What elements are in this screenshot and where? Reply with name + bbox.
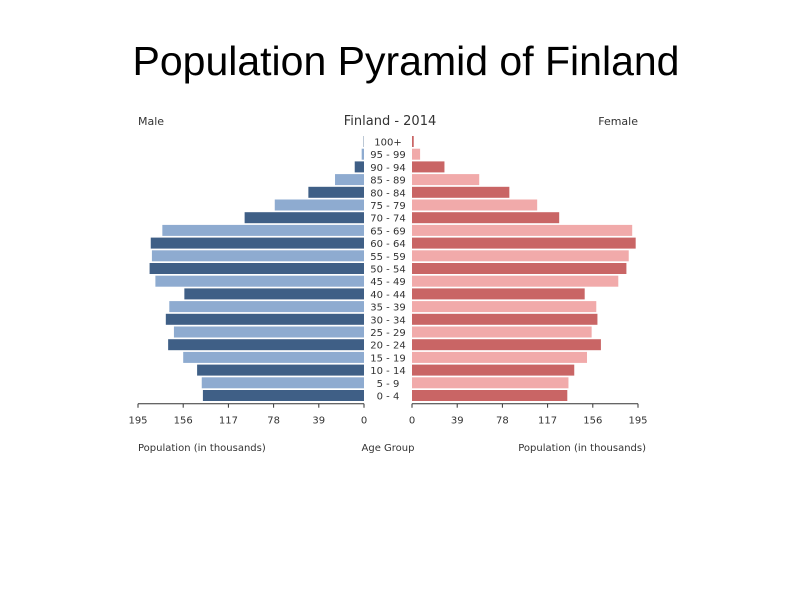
age-group-label: 65 - 69 [370, 226, 405, 237]
female-bar [412, 199, 538, 211]
age-group-label: 75 - 79 [370, 201, 405, 212]
female-bar [412, 224, 633, 236]
age-group-label: 35 - 39 [370, 303, 405, 314]
female-bar [412, 377, 569, 389]
age-group-label: 90 - 94 [370, 163, 405, 174]
male-bar [173, 326, 364, 338]
age-group-label: 70 - 74 [370, 214, 405, 225]
center-axis-label: Age Group [362, 443, 415, 454]
age-group-label: 100+ [374, 138, 401, 149]
female-tick-label: 39 [451, 416, 464, 427]
male-bar [183, 351, 364, 363]
male-bar [169, 301, 364, 313]
age-group-label: 55 - 59 [370, 252, 405, 263]
male-bar [155, 275, 364, 287]
male-tick-label: 78 [267, 416, 280, 427]
female-tick-label: 156 [583, 416, 602, 427]
male-tick-label: 39 [312, 416, 325, 427]
male-bar [201, 377, 364, 389]
female-bar [412, 288, 585, 300]
female-bar [412, 148, 421, 160]
female-bar [412, 174, 480, 186]
male-bars [149, 136, 364, 401]
female-bar [412, 390, 568, 401]
age-group-label: 0 - 4 [377, 392, 400, 403]
age-group-label: 40 - 44 [370, 290, 405, 301]
chart-title: Finland - 2014 [344, 114, 437, 129]
male-bar [335, 174, 364, 186]
male-bar [168, 339, 364, 351]
female-label: Female [598, 115, 638, 128]
male-axis-ticks: 195 156 117 78 39 0 [128, 403, 367, 427]
female-bar [412, 212, 560, 224]
age-group-label: 15 - 19 [370, 353, 405, 364]
female-bars [412, 136, 636, 401]
age-group-label: 25 - 29 [370, 328, 405, 339]
male-bar [151, 250, 364, 262]
age-group-label: 30 - 34 [370, 315, 405, 326]
male-tick-label: 156 [174, 416, 193, 427]
male-label: Male [138, 115, 164, 128]
female-axis-ticks: 0 39 78 117 156 195 [409, 403, 648, 427]
female-bar [412, 313, 598, 325]
male-bar [274, 199, 364, 211]
age-group-label: 10 - 14 [370, 366, 405, 377]
female-bar [412, 250, 629, 262]
age-group-label: 50 - 54 [370, 265, 405, 276]
age-group-label: 85 - 89 [370, 176, 405, 187]
male-bar [150, 237, 364, 249]
male-bar [184, 288, 364, 300]
male-bar [162, 224, 364, 236]
female-bar [412, 186, 510, 198]
slide-title: Population Pyramid of Finland [132, 38, 680, 84]
male-tick-label: 195 [128, 416, 147, 427]
female-x-axis-label: Population (in thousands) [518, 443, 646, 454]
male-tick-label: 117 [219, 416, 238, 427]
female-bar [412, 136, 414, 147]
female-bar [412, 339, 601, 351]
female-tick-label: 117 [538, 416, 557, 427]
female-bar [412, 275, 619, 287]
age-group-label: 5 - 9 [377, 379, 400, 390]
male-bar [202, 390, 364, 401]
age-group-label: 20 - 24 [370, 341, 405, 352]
age-group-label: 80 - 84 [370, 188, 405, 199]
male-bar [244, 212, 364, 224]
age-group-label: 95 - 99 [370, 150, 405, 161]
female-bar [412, 301, 597, 313]
female-bar [412, 161, 445, 173]
female-bar [412, 364, 575, 376]
female-bar [412, 326, 592, 338]
female-tick-label: 0 [409, 416, 415, 427]
male-bar [308, 186, 364, 198]
male-bar [361, 148, 364, 160]
male-bar [149, 263, 364, 274]
female-tick-label: 195 [628, 416, 647, 427]
age-group-label: 60 - 64 [370, 239, 405, 250]
male-bar [165, 313, 364, 325]
age-group-label: 45 - 49 [370, 277, 405, 288]
female-tick-label: 78 [496, 416, 509, 427]
male-bar [197, 364, 364, 376]
female-bar [412, 351, 588, 363]
male-bar [354, 161, 364, 173]
female-bar [412, 263, 627, 274]
female-bar [412, 237, 636, 249]
male-x-axis-label: Population (in thousands) [138, 443, 266, 454]
male-tick-label: 0 [361, 416, 367, 427]
